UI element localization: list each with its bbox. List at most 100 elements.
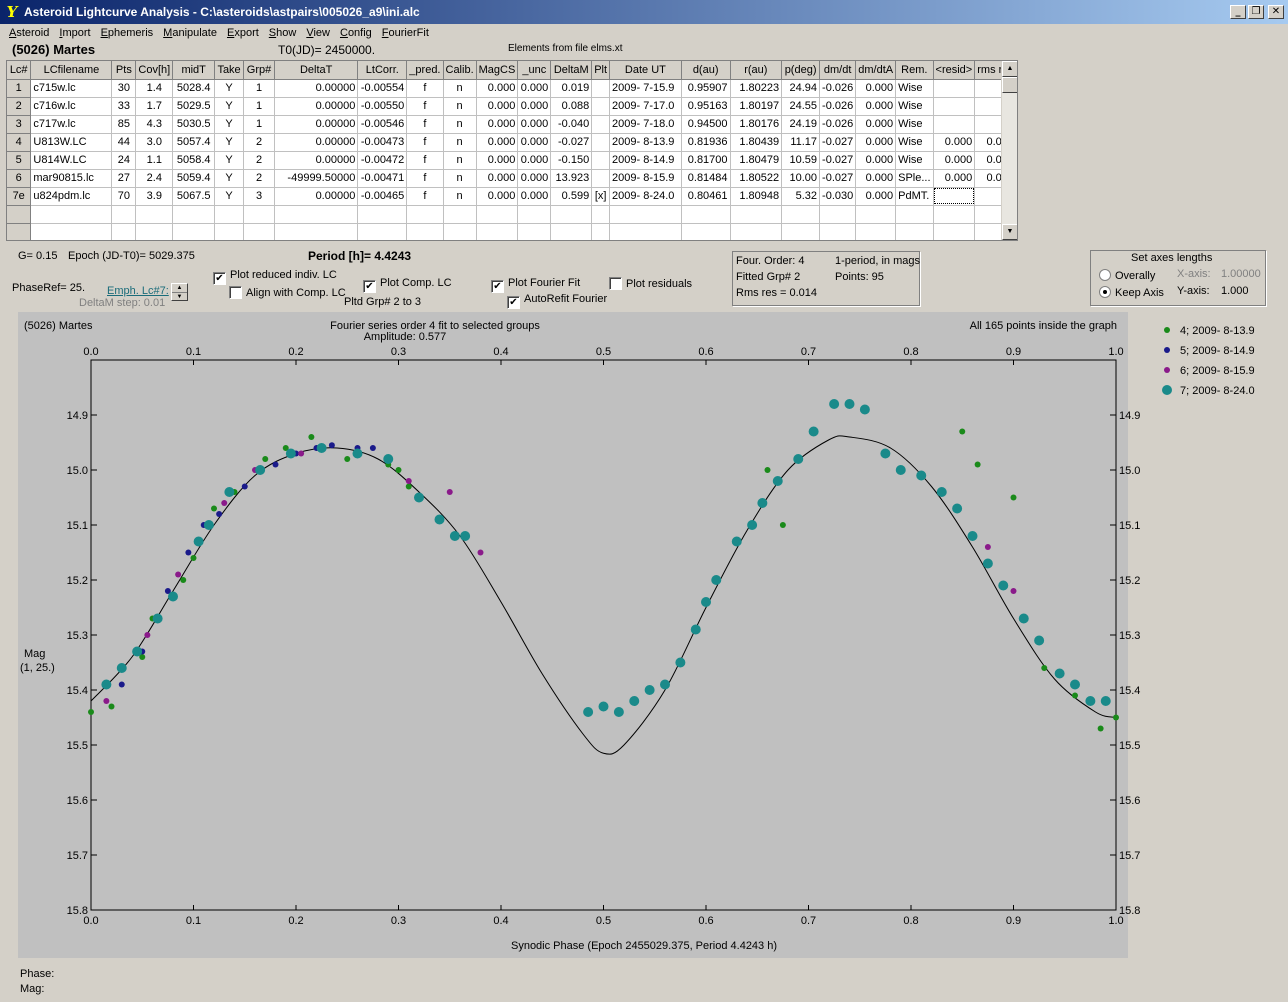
radio-icon[interactable] — [1099, 286, 1111, 298]
table-cell[interactable]: 1.80197 — [730, 97, 783, 116]
table-cell[interactable]: 0.000 — [476, 187, 519, 206]
table-cell[interactable] — [135, 223, 174, 240]
grid-scrollbar[interactable]: ▲ ▼ — [1001, 61, 1017, 240]
table-row[interactable] — [7, 205, 1017, 224]
align-comp-checkbox[interactable]: Align with Comp. LC — [229, 286, 346, 299]
row-header[interactable]: 1 — [7, 79, 32, 98]
table-cell[interactable]: -0.026 — [819, 115, 857, 134]
column-header[interactable]: DeltaM — [550, 61, 593, 80]
table-cell[interactable] — [591, 169, 611, 188]
table-cell[interactable]: 0.000 — [517, 169, 552, 188]
table-cell[interactable]: 0.95163 — [681, 97, 731, 116]
table-cell[interactable]: 0.81484 — [681, 169, 731, 188]
column-header[interactable]: LtCorr. — [357, 61, 408, 80]
table-cell[interactable] — [443, 205, 477, 224]
table-cell[interactable]: 0.000 — [476, 151, 519, 170]
table-cell[interactable] — [135, 205, 174, 224]
table-cell[interactable]: 1.7 — [135, 97, 174, 116]
table-cell[interactable]: 2 — [243, 151, 275, 170]
table-cell[interactable] — [111, 205, 137, 224]
table-cell[interactable]: Y — [214, 97, 245, 116]
table-cell[interactable]: 5057.4 — [172, 133, 216, 152]
table-cell[interactable]: 0.000 — [855, 97, 897, 116]
table-cell[interactable]: 0.00000 — [274, 79, 359, 98]
table-cell[interactable]: 1.80439 — [730, 133, 783, 152]
spin-up-icon[interactable]: ▲ — [176, 285, 183, 291]
menu-item-export[interactable]: Export — [226, 26, 259, 39]
table-cell[interactable] — [591, 151, 611, 170]
row-header[interactable]: 6 — [7, 169, 32, 188]
table-cell[interactable]: PdMT. — [895, 187, 934, 206]
table-cell[interactable]: Wise — [895, 115, 934, 134]
column-header[interactable]: LCfilename — [30, 61, 113, 80]
table-cell[interactable]: 0.81936 — [681, 133, 731, 152]
table-cell[interactable]: f — [406, 151, 444, 170]
table-cell[interactable]: 10.00 — [781, 169, 821, 188]
table-cell[interactable]: 0.00000 — [274, 133, 359, 152]
table-cell[interactable] — [681, 205, 731, 224]
table-cell[interactable]: 0.000 — [476, 169, 519, 188]
table-cell[interactable]: 85 — [111, 115, 137, 134]
table-row[interactable]: 2 c716w.lc 33 1.7 5029.5 Y 1 0.00000 -0.00550 f n 0… — [7, 97, 1017, 116]
table-cell[interactable]: 0.000 — [933, 151, 976, 170]
overally-radio[interactable]: Overally — [1099, 269, 1155, 282]
menu-item-config[interactable]: Config — [339, 26, 372, 39]
row-header[interactable] — [7, 223, 32, 240]
table-cell[interactable] — [895, 223, 934, 240]
table-cell[interactable]: 0.80461 — [681, 187, 731, 206]
table-cell[interactable]: Y — [214, 151, 245, 170]
autorefit-checkbox[interactable]: ✔ AutoRefit Fourier — [507, 293, 607, 309]
table-cell[interactable]: 0.000 — [855, 79, 897, 98]
table-cell[interactable]: n — [443, 115, 477, 134]
table-cell[interactable]: Y — [214, 187, 245, 206]
table-cell[interactable]: 0.599 — [550, 187, 593, 206]
column-header[interactable]: Rem. — [895, 61, 934, 80]
table-cell[interactable]: 4.3 — [135, 115, 174, 134]
table-cell[interactable]: 3.9 — [135, 187, 174, 206]
table-cell[interactable]: 0.000 — [855, 133, 897, 152]
table-cell[interactable]: 0.000 — [855, 115, 897, 134]
table-cell[interactable] — [609, 223, 682, 240]
menu-item-manipulate[interactable]: Manipulate — [163, 26, 217, 39]
table-cell[interactable]: -0.00546 — [357, 115, 408, 134]
table-cell[interactable] — [781, 223, 821, 240]
menu-item-fourierfit[interactable]: FourierFit — [381, 26, 429, 39]
plot-residuals-checkbox[interactable]: Plot residuals — [609, 277, 692, 290]
table-cell[interactable]: c716w.lc — [30, 97, 113, 116]
table-cell[interactable]: 1 — [243, 97, 275, 116]
keep-axis-radio[interactable]: Keep Axis — [1099, 286, 1164, 299]
table-cell[interactable] — [406, 205, 444, 224]
menu-item-import[interactable]: Import — [59, 26, 91, 39]
table-cell[interactable] — [591, 223, 611, 240]
table-cell[interactable] — [517, 223, 552, 240]
table-cell[interactable]: 0.000 — [517, 97, 552, 116]
table-cell[interactable] — [855, 223, 897, 240]
table-cell[interactable] — [591, 115, 611, 134]
table-cell[interactable]: 5058.4 — [172, 151, 216, 170]
table-cell[interactable]: 24.19 — [781, 115, 821, 134]
table-cell[interactable]: 0.94500 — [681, 115, 731, 134]
table-cell[interactable]: n — [443, 97, 477, 116]
table-cell[interactable] — [781, 205, 821, 224]
table-cell[interactable] — [550, 205, 593, 224]
table-cell[interactable]: 1.80479 — [730, 151, 783, 170]
table-cell[interactable]: 0.81700 — [681, 151, 731, 170]
table-cell[interactable]: 2.4 — [135, 169, 174, 188]
table-cell[interactable]: n — [443, 187, 477, 206]
table-cell[interactable]: f — [406, 133, 444, 152]
column-header[interactable]: d(au) — [681, 61, 731, 80]
table-cell[interactable] — [443, 223, 477, 240]
table-cell[interactable]: 10.59 — [781, 151, 821, 170]
column-header[interactable]: Take — [214, 61, 245, 80]
table-cell[interactable] — [819, 205, 857, 224]
table-cell[interactable]: 1.1 — [135, 151, 174, 170]
table-cell[interactable] — [681, 223, 731, 240]
spin-down-icon[interactable]: ▼ — [172, 292, 187, 300]
lightcurve-grid[interactable]: Lc# LCfilename Pts Cov[h] midT Take Grp# DeltaT… — [6, 60, 1018, 241]
table-cell[interactable] — [357, 223, 408, 240]
table-cell[interactable]: 0.000 — [855, 151, 897, 170]
table-cell[interactable]: 5.32 — [781, 187, 821, 206]
table-cell[interactable]: -0.027 — [550, 133, 593, 152]
table-cell[interactable]: 0.000 — [517, 187, 552, 206]
table-cell[interactable] — [933, 187, 976, 206]
